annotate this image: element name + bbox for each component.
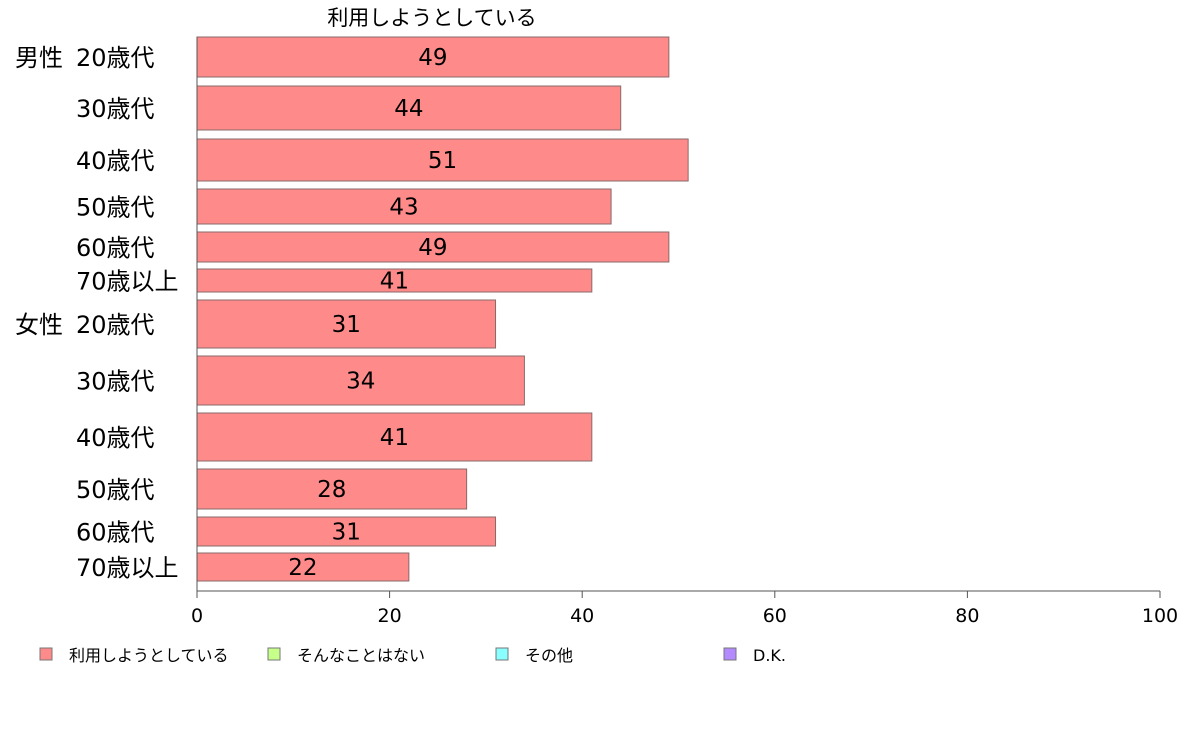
legend-label: D.K. <box>753 646 786 665</box>
x-tick-label: 20 <box>378 605 402 627</box>
category-label: 30歳代 <box>76 368 155 396</box>
category-label: 20歳代 <box>76 311 155 339</box>
bar-value-label: 49 <box>418 45 447 71</box>
x-tick-label: 100 <box>1142 605 1178 627</box>
bar-value-label: 41 <box>380 269 409 295</box>
category-label: 70歳以上 <box>76 554 179 582</box>
legend-swatch <box>723 647 737 661</box>
bar-男性-40歳代 <box>196 138 689 182</box>
bar-value-label: 51 <box>428 148 457 174</box>
bar-value-label: 41 <box>380 425 409 451</box>
bar-value-label: 49 <box>418 235 447 261</box>
chart-title: 利用しようとしている <box>327 6 536 30</box>
bar-value-label: 43 <box>389 195 418 221</box>
bar-value-label: 31 <box>332 312 361 338</box>
x-tick-label: 60 <box>763 605 787 627</box>
category-label: 30歳代 <box>76 95 155 123</box>
bar-男性-30歳代 <box>196 85 622 131</box>
legend-label: 利用しようとしている <box>69 646 229 665</box>
bar-value-label: 22 <box>288 555 317 581</box>
group-label: 女性 <box>15 311 63 339</box>
bar-value-label: 34 <box>346 369 375 395</box>
category-label: 20歳代 <box>76 44 155 72</box>
group-label: 男性 <box>15 44 63 72</box>
legend: 利用しようとしている そんなことはない その他 D.K. <box>39 646 786 665</box>
labels-layer: 4920歳代男性4430歳代5140歳代4350歳代4960歳代4170歳以上3… <box>15 44 457 582</box>
category-label: 70歳以上 <box>76 268 179 296</box>
category-label: 60歳代 <box>76 519 155 547</box>
legend-swatch <box>267 647 281 661</box>
legend-label: そんなことはない <box>297 646 425 665</box>
bars-layer <box>196 36 689 582</box>
bar-男性-60歳代 <box>196 231 670 263</box>
bar-女性-20歳代 <box>196 299 497 349</box>
bar-value-label: 28 <box>317 477 346 503</box>
bar-value-label: 31 <box>332 520 361 546</box>
bar-value-label: 44 <box>394 96 423 122</box>
x-tick-label: 40 <box>570 605 594 627</box>
legend-swatch <box>39 647 53 661</box>
bar-男性-20歳代 <box>196 36 670 78</box>
x-axis: 0 20 40 60 80 100 <box>191 37 1178 627</box>
x-tick-label: 0 <box>191 605 203 627</box>
category-label: 60歳代 <box>76 234 155 262</box>
x-tick-label: 80 <box>955 605 979 627</box>
legend-label: その他 <box>525 646 573 665</box>
category-label: 40歳代 <box>76 147 155 175</box>
bar-女性-30歳代 <box>196 355 525 406</box>
legend-swatch <box>495 647 509 661</box>
bar-男性-50歳代 <box>196 188 612 225</box>
category-label: 40歳代 <box>76 424 155 452</box>
category-label: 50歳代 <box>76 476 155 504</box>
category-label: 50歳代 <box>76 194 155 222</box>
